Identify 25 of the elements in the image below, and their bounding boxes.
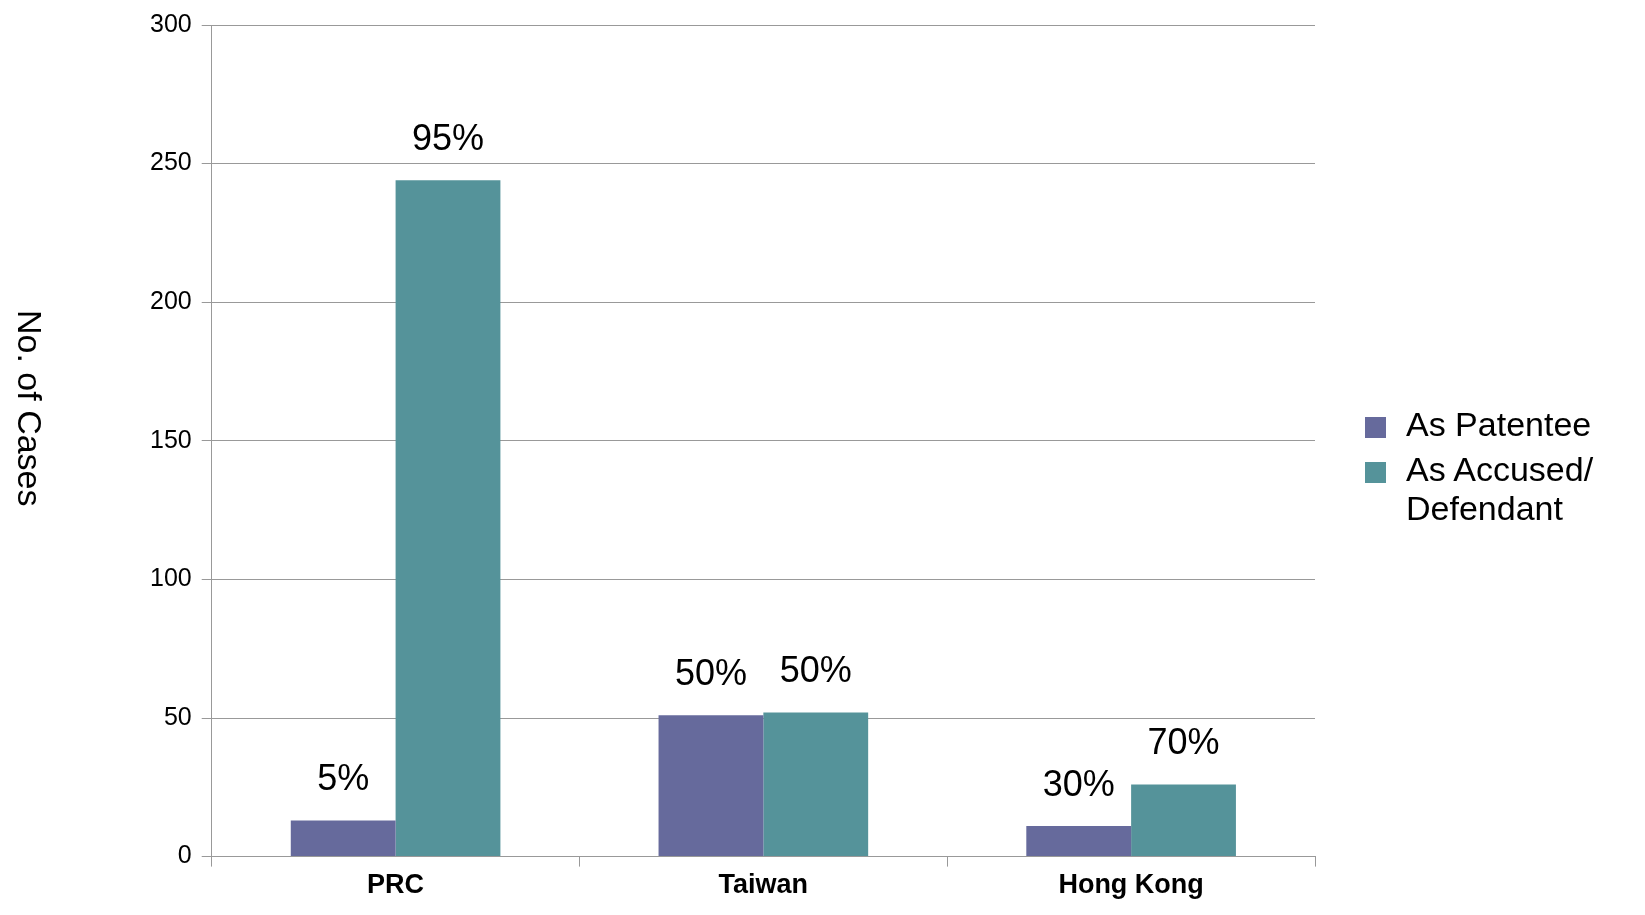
y-tick-label: 250 xyxy=(149,147,192,176)
y-tick-label: 0 xyxy=(177,840,192,869)
bar xyxy=(1026,826,1132,857)
bar xyxy=(763,712,869,857)
bar xyxy=(395,180,501,857)
legend-label: As Patentee xyxy=(1406,405,1592,444)
bar xyxy=(290,820,396,857)
annotation: 30% xyxy=(1042,763,1115,805)
annotation: 5% xyxy=(317,757,370,799)
bar xyxy=(1131,784,1236,857)
y-tick-label: 100 xyxy=(149,563,192,592)
bar xyxy=(658,715,764,857)
annotation: 50% xyxy=(674,652,747,694)
annotation: 95% xyxy=(411,117,485,159)
annotation: 50% xyxy=(779,649,852,691)
x-tick-label: Taiwan xyxy=(718,869,809,900)
annotation: 70% xyxy=(1147,721,1220,763)
y-tick-label: 150 xyxy=(149,424,192,453)
y-tick-label: 200 xyxy=(149,286,192,315)
x-tick-label: Hong Kong xyxy=(1058,869,1204,900)
y-tick-label: 50 xyxy=(163,701,192,730)
y-axis-title: No. of Cases xyxy=(10,310,49,509)
legend-label: As Accused/ Defendant xyxy=(1406,450,1595,528)
y-tick-label: 300 xyxy=(149,8,192,37)
x-tick-label: PRC xyxy=(367,869,425,900)
